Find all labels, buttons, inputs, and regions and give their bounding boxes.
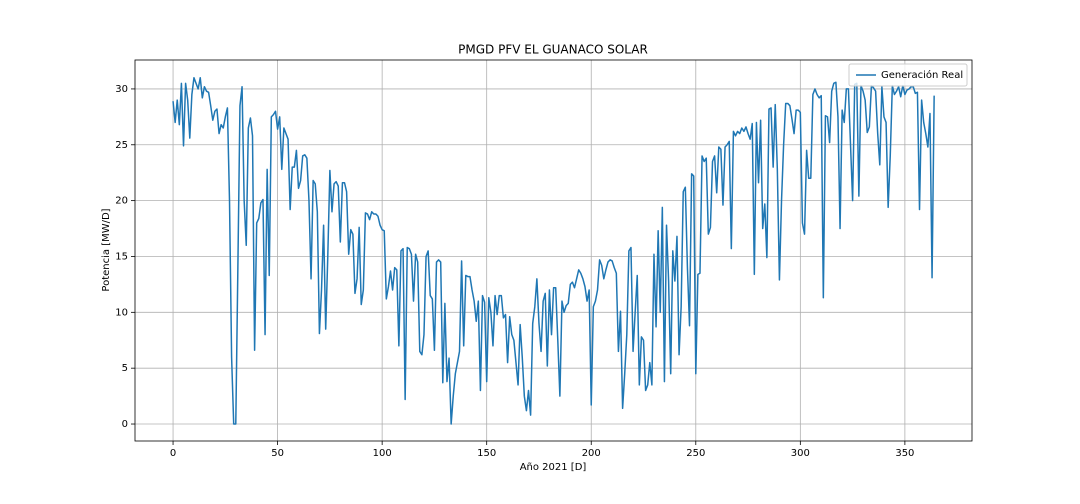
y-tick-label: 30 (115, 84, 128, 95)
y-tick-label: 5 (122, 363, 128, 374)
x-axis-label: Año 2021 [D] (520, 462, 587, 473)
x-tick-label: 300 (791, 448, 810, 459)
y-tick-label: 10 (115, 307, 128, 318)
x-tick-label: 150 (477, 448, 496, 459)
legend-label: Generación Real (881, 69, 963, 81)
y-tick-label: 15 (115, 251, 128, 262)
y-axis-label: Potencia [MW/D] (101, 208, 112, 291)
y-tick-label: 0 (122, 419, 128, 430)
x-tick-label: 100 (373, 448, 392, 459)
x-tick-label: 250 (686, 448, 705, 459)
chart-title: PMGD PFV EL GUANACO SOLAR (458, 43, 648, 57)
line-series (172, 77, 935, 425)
plot-frame (134, 59, 973, 442)
x-tick-label: 350 (895, 448, 914, 459)
y-tick-label: 25 (115, 140, 128, 151)
x-tick-label: 50 (271, 448, 284, 459)
legend-box (848, 63, 968, 87)
x-tick-label: 0 (170, 448, 176, 459)
x-tick-label: 200 (582, 448, 601, 459)
y-tick-label: 20 (115, 196, 128, 207)
